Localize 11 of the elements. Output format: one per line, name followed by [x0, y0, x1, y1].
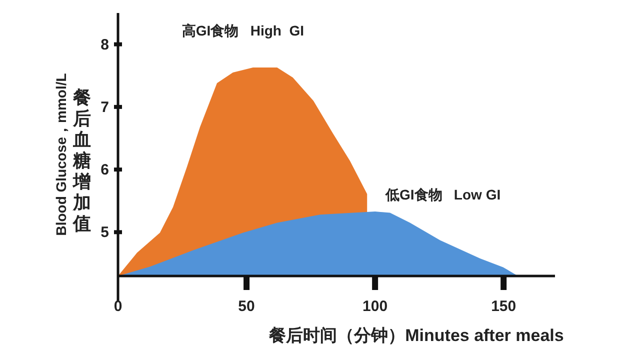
y-tick-label: 5 [100, 224, 109, 242]
x-axis-title: 餐后时间（分钟）Minutes after meals [268, 326, 564, 345]
y-tick-label: 8 [100, 36, 109, 54]
x-tick-label: 0 [114, 298, 122, 315]
text: 高GI食物 High GI [182, 22, 304, 38]
y-tick-label: 7 [100, 98, 109, 116]
y-tick-label: 6 [100, 162, 109, 179]
x-tick-label: 100 [362, 298, 388, 315]
x-tick-label: 50 [238, 298, 255, 315]
series-label: 低GI食物 Low GI [384, 186, 501, 202]
x-tick-label: 150 [491, 298, 516, 315]
